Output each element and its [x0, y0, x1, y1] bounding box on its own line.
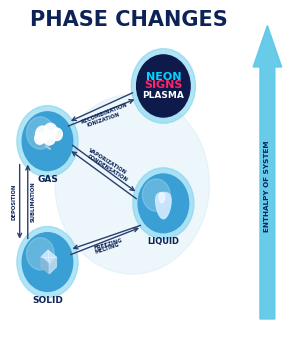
Text: NEON: NEON	[146, 72, 181, 82]
Circle shape	[17, 106, 78, 177]
Text: GAS: GAS	[37, 175, 58, 184]
Text: CONDENSATION: CONDENSATION	[86, 154, 128, 183]
Text: DEPOSITION: DEPOSITION	[12, 183, 17, 220]
Polygon shape	[159, 193, 165, 203]
Circle shape	[44, 123, 57, 139]
Circle shape	[22, 233, 73, 291]
Circle shape	[36, 126, 50, 143]
Polygon shape	[156, 192, 171, 219]
Text: LIQUID: LIQUID	[147, 237, 179, 246]
Polygon shape	[253, 25, 282, 319]
Text: ENTHALPY OF SYSTEM: ENTHALPY OF SYSTEM	[264, 140, 270, 232]
Text: MELTING: MELTING	[94, 242, 120, 255]
Circle shape	[26, 238, 54, 270]
Circle shape	[22, 112, 73, 171]
Text: VAPORIZATION: VAPORIZATION	[87, 148, 128, 176]
Text: FREEZING: FREEZING	[93, 238, 123, 251]
Text: SOLID: SOLID	[32, 295, 63, 304]
Polygon shape	[41, 257, 49, 274]
Circle shape	[43, 130, 56, 145]
Circle shape	[138, 174, 189, 233]
Text: SUBLIMATION: SUBLIMATION	[31, 181, 36, 222]
Circle shape	[52, 128, 62, 141]
Text: IONIZATION: IONIZATION	[86, 112, 121, 128]
Polygon shape	[49, 257, 56, 274]
Circle shape	[26, 117, 54, 149]
Circle shape	[17, 227, 78, 298]
Circle shape	[35, 133, 45, 144]
Text: PLASMA: PLASMA	[142, 91, 184, 100]
Polygon shape	[41, 250, 56, 264]
Text: RECOMBINATION: RECOMBINATION	[80, 103, 128, 125]
Circle shape	[131, 49, 196, 123]
Text: PHASE CHANGES: PHASE CHANGES	[30, 10, 228, 30]
Circle shape	[142, 179, 170, 211]
Circle shape	[136, 55, 190, 117]
Text: SIGNS: SIGNS	[144, 80, 183, 90]
Circle shape	[55, 95, 209, 274]
Circle shape	[133, 168, 194, 239]
